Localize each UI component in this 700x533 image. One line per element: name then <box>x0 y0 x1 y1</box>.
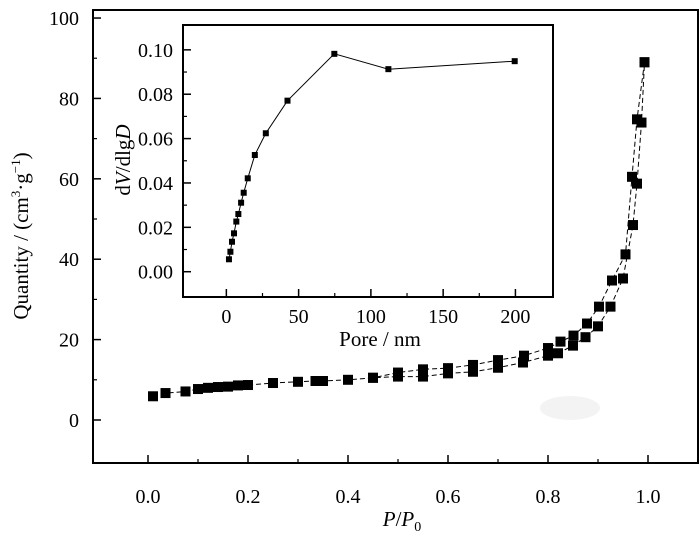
desorption-point <box>443 363 453 374</box>
adsorption-point <box>632 178 642 189</box>
main-x-tick-labels: 0.0 0.2 0.4 0.6 0.8 1.0 <box>136 486 661 508</box>
x-tick-label: 0.4 <box>336 486 361 508</box>
desorption-point <box>639 57 650 68</box>
adsorption-point <box>605 301 616 312</box>
desorption-point <box>519 350 529 361</box>
x-tick-label: 0.6 <box>436 486 461 508</box>
adsorption-point <box>618 273 628 284</box>
pore-size-distribution-point <box>233 218 240 225</box>
pore-size-distribution-point <box>235 211 242 218</box>
pore-size-distribution-point <box>231 230 238 237</box>
pore-size-distribution-point <box>251 152 258 159</box>
x-tick-label: 0.0 <box>136 486 161 508</box>
desorption-point <box>620 249 631 260</box>
adsorption-point <box>160 388 171 399</box>
adsorption-point <box>243 380 253 391</box>
inset-background <box>183 25 553 297</box>
y-tick-label: 0.10 <box>138 40 173 62</box>
adsorption-point <box>553 348 563 359</box>
y-tick-label: 20 <box>59 330 79 352</box>
adsorption-point <box>543 350 553 361</box>
desorption-point <box>468 359 478 370</box>
x-tick-label: 1.0 <box>636 486 661 508</box>
y-tick-label: 40 <box>59 249 79 271</box>
main-y-axis-label: Quantity / (cm3·g−1) <box>8 152 33 319</box>
adsorption-point <box>223 381 233 392</box>
inset-y-tick-labels: 0.00 0.02 0.04 0.06 0.08 0.10 <box>138 40 173 284</box>
y-tick-label: 100 <box>49 8 79 30</box>
y-tick-label: 0.00 <box>138 262 173 284</box>
pore-size-distribution-point <box>331 50 338 57</box>
y-tick-label: 0.02 <box>138 217 173 239</box>
x-tick-label: 0 <box>221 306 231 328</box>
pore-size-distribution-point <box>284 97 291 104</box>
adsorption-point <box>193 384 203 395</box>
pore-size-distribution-point <box>511 58 518 65</box>
pore-size-distribution-point <box>240 189 247 196</box>
adsorption-point <box>180 386 191 397</box>
adsorption-point <box>493 362 503 373</box>
desorption-point <box>582 318 592 329</box>
adsorption-point <box>468 366 478 377</box>
adsorption-point <box>233 380 243 391</box>
main-series <box>148 57 650 402</box>
inset-series <box>225 50 518 263</box>
desorption-point <box>632 114 642 125</box>
x-tick-label: 150 <box>428 306 458 328</box>
adsorption-point <box>593 321 603 332</box>
adsorption-point <box>518 357 528 368</box>
pore-size-distribution-point <box>227 248 234 255</box>
adsorption-point <box>343 374 353 385</box>
adsorption-point <box>148 391 158 402</box>
y-tick-label: 60 <box>59 169 79 191</box>
x-tick-label: 0.8 <box>536 486 561 508</box>
inset-x-axis-label: Pore / nm <box>339 327 421 351</box>
y-tick-label: 0 <box>69 410 79 432</box>
desorption-point <box>594 301 604 312</box>
inset-x-tick-labels: 0 50 100 150 200 <box>221 306 530 328</box>
desorption-point <box>555 336 566 347</box>
pore-size-distribution-point <box>385 66 392 73</box>
adsorption-point <box>568 340 578 351</box>
x-tick-label: 100 <box>356 306 386 328</box>
inset-plot-frame <box>182 24 554 298</box>
adsorption-point <box>628 220 638 231</box>
adsorption-point <box>310 376 321 387</box>
x-tick-label: 0.2 <box>236 486 261 508</box>
x-tick-label: 200 <box>500 306 530 328</box>
y-tick-label: 80 <box>59 88 79 110</box>
y-tick-label: 0.04 <box>138 173 173 195</box>
adsorption-point <box>293 376 303 387</box>
pore-size-distribution-point <box>262 130 269 137</box>
desorption-point <box>393 367 403 378</box>
desorption-point <box>607 275 617 286</box>
main-x-axis-label: P/P0 <box>382 507 422 533</box>
pore-size-distribution-point <box>228 238 235 245</box>
desorption-point <box>568 330 579 341</box>
desorption-point <box>627 171 637 182</box>
adsorption-point <box>580 332 591 343</box>
desorption-point <box>543 343 553 354</box>
adsorption-point <box>268 378 278 389</box>
y-tick-label: 0.08 <box>138 84 173 106</box>
x-tick-label: 50 <box>289 306 309 328</box>
pore-size-distribution-point <box>244 175 251 182</box>
desorption-point <box>368 372 378 383</box>
y-tick-label: 0.06 <box>138 129 173 151</box>
adsorption-point <box>443 368 453 379</box>
adsorption-point <box>318 376 328 387</box>
adsorption-point <box>203 382 213 393</box>
desorption-point <box>493 355 503 366</box>
adsorption-point <box>418 371 428 382</box>
pore-size-distribution-point <box>225 256 232 263</box>
inset-axis-ticks <box>183 49 517 297</box>
desorption-point <box>418 364 428 375</box>
main-plot-frame <box>92 9 699 464</box>
inset-y-axis-label: dV/dlgD <box>111 124 135 195</box>
watermark <box>540 396 600 420</box>
adsorption-point <box>213 382 223 393</box>
main-y-tick-labels: 0 20 40 60 80 100 <box>49 8 79 432</box>
pore-size-distribution-point <box>238 199 245 206</box>
